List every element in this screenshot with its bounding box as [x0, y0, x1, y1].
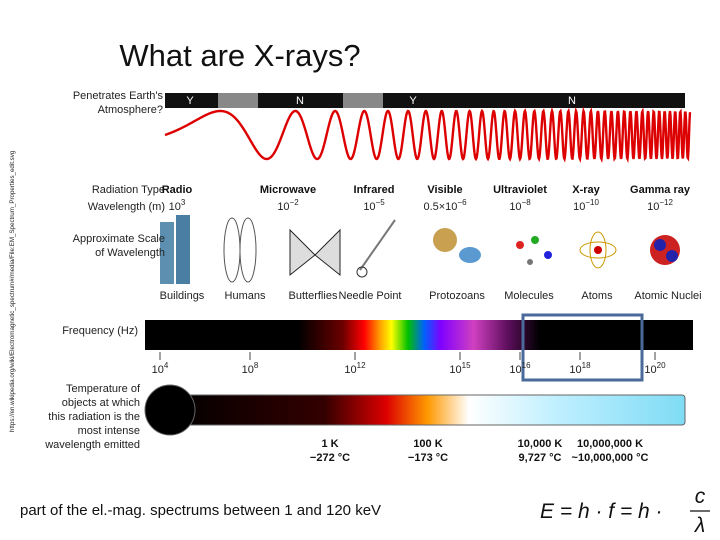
- atmosphere-gap: [218, 93, 258, 108]
- label: Penetrates Earth's: [73, 90, 164, 102]
- scale-object: Atomic Nuclei: [634, 290, 701, 302]
- frequency-tick: 1012: [344, 361, 366, 376]
- frequency-tick: 1016: [509, 361, 531, 376]
- wavelength: 10−8: [509, 198, 531, 213]
- frequency-tick-exp: 4: [164, 361, 169, 370]
- wavelength-exp: −2: [290, 198, 300, 207]
- wavelength: 103: [169, 198, 186, 213]
- wavelength-exp: −6: [457, 198, 467, 207]
- frequency-tick-base: 10: [569, 364, 581, 376]
- scale-object: Atoms: [581, 290, 613, 302]
- atmosphere-value: Y: [409, 95, 417, 107]
- formula: E = h · f = h ·: [540, 500, 663, 523]
- scale-object: Needle Point: [339, 290, 402, 302]
- frequency-tick: 1020: [644, 361, 666, 376]
- frequency-tick-base: 10: [644, 364, 656, 376]
- frequency-bar: [145, 320, 693, 350]
- thermometer-bulb: [144, 384, 196, 436]
- frequency-tick-exp: 12: [357, 361, 366, 370]
- wavelength-base: 10: [169, 201, 181, 213]
- temperature-k: 10,000 K: [518, 438, 563, 450]
- formula-denominator: λ: [694, 514, 705, 537]
- wavelength: 10−10: [573, 198, 599, 213]
- frequency-tick-exp: 20: [657, 361, 666, 370]
- radiation-type: Microwave: [260, 184, 316, 196]
- frequency-tick-base: 10: [509, 364, 521, 376]
- wavelength: 10−12: [647, 198, 673, 213]
- label: of Wavelength: [95, 247, 165, 259]
- label: Temperature of: [66, 383, 141, 395]
- wavelength-base: 10: [277, 201, 289, 213]
- frequency-tick-exp: 8: [254, 361, 259, 370]
- scale-object: Molecules: [504, 290, 554, 302]
- caption: part of the el.-mag. spectrums between 1…: [20, 502, 381, 519]
- scale-object: Buildings: [160, 290, 205, 302]
- radiation-type: Ultraviolet: [493, 184, 547, 196]
- wavelength-base: 10: [363, 201, 375, 213]
- atmosphere-value: Y: [186, 95, 194, 107]
- scale-object: Humans: [225, 290, 266, 302]
- wavelength: 10−2: [277, 198, 299, 213]
- scale-object: Butterflies: [289, 290, 338, 302]
- atmosphere-gap: [343, 93, 383, 108]
- label: objects at which: [62, 397, 140, 409]
- temperature-k: 100 K: [413, 438, 442, 450]
- label: Wavelength (m): [88, 201, 165, 213]
- formula-numerator: c: [695, 485, 706, 508]
- label: Frequency (Hz): [62, 325, 138, 337]
- label: most intense: [78, 425, 140, 437]
- temperature-c: −173 °C: [408, 452, 448, 464]
- frequency-tick: 1018: [569, 361, 591, 376]
- frequency-tick-base: 10: [242, 364, 254, 376]
- radiation-type: Gamma ray: [630, 184, 691, 196]
- thermometer-tube: [169, 394, 686, 426]
- wavelength: 10−5: [363, 198, 385, 213]
- wave: [164, 106, 692, 164]
- temperature-c: −272 °C: [310, 452, 350, 464]
- wavelength-base: 10: [509, 201, 521, 213]
- label: Approximate Scale: [73, 233, 165, 245]
- wavelength-exp: −8: [522, 198, 532, 207]
- temperature-c: 9,727 °C: [519, 452, 562, 464]
- frequency-tick-exp: 16: [522, 361, 531, 370]
- wavelength-base: 10: [573, 201, 585, 213]
- frequency-tick: 1015: [449, 361, 471, 376]
- atmosphere-bar: [165, 93, 685, 108]
- radiation-type: Radio: [162, 184, 193, 196]
- temperature-k: 10,000,000 K: [577, 438, 643, 450]
- label: Atmosphere?: [98, 104, 163, 116]
- radiation-type: X-ray: [572, 184, 600, 196]
- radiation-type: Infrared: [354, 184, 395, 196]
- label: Radiation Type: [92, 184, 165, 196]
- scale-object: Protozoans: [429, 290, 485, 302]
- highlight-box: [521, 313, 644, 382]
- label: wavelength emitted: [44, 439, 140, 451]
- frequency-tick-base: 10: [344, 364, 356, 376]
- frequency-tick: 104: [152, 361, 169, 376]
- title: What are X-rays?: [119, 38, 360, 73]
- atmosphere-value: N: [296, 95, 304, 107]
- frequency-tick-base: 10: [449, 364, 461, 376]
- wavelength-exp: 3: [181, 198, 186, 207]
- frequency-tick-exp: 18: [582, 361, 591, 370]
- frequency-tick: 108: [242, 361, 259, 376]
- wavelength-exp: −10: [585, 198, 599, 207]
- temperature-k: 1 K: [321, 438, 338, 450]
- wavelength-base: 0.5×10: [423, 201, 457, 213]
- frequency-tick-exp: 15: [462, 361, 471, 370]
- temperature-c: ~10,000,000 °C: [572, 452, 649, 464]
- wavelength-exp: −5: [376, 198, 386, 207]
- label: this radiation is the: [48, 411, 140, 423]
- wavelength-base: 10: [647, 201, 659, 213]
- source-url: https://en.wikipedia.org/wiki/Electromag…: [9, 150, 16, 432]
- icons: [160, 215, 680, 284]
- wavelength: 0.5×10−6: [423, 198, 467, 213]
- frequency-tick-base: 10: [152, 364, 164, 376]
- atmosphere-value: N: [568, 95, 576, 107]
- wavelength-exp: −12: [659, 198, 673, 207]
- radiation-type: Visible: [427, 184, 462, 196]
